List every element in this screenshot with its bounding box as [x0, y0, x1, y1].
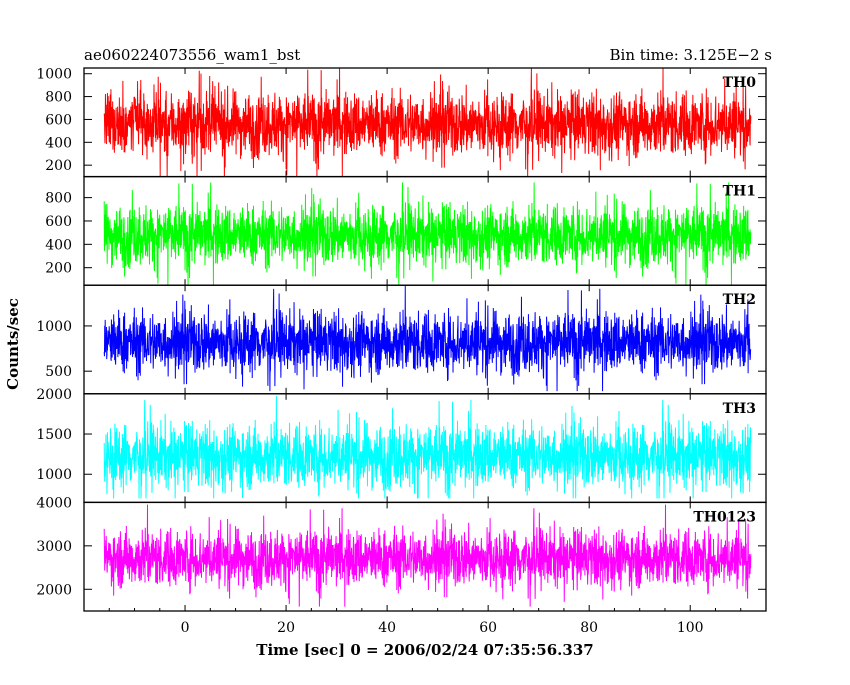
y-tick-label: 600: [45, 112, 72, 128]
series-line-th1: [103, 182, 752, 286]
panel-th2: 500 1000 TH2: [36, 284, 767, 395]
y-tick-label: 800: [45, 90, 72, 106]
panel-th0123: 2000 3000 4000 TH0123: [36, 495, 767, 612]
y-tick-label: 200: [45, 158, 72, 174]
x-tick-label: 20: [277, 620, 295, 636]
x-tick-label: 80: [580, 620, 598, 636]
panel-th0: 200 400 600 800 1000 TH0: [36, 67, 767, 178]
y-tick-label: 1000: [36, 319, 72, 335]
panel-label: TH0123: [693, 509, 756, 525]
y-axis-label: Counts/sec: [4, 298, 22, 390]
x-axis: 0 20 40 60 80 100: [108, 608, 742, 636]
panel-label: TH2: [723, 292, 756, 308]
bin-time-label: Bin time: 3.125E−2 s: [610, 46, 772, 64]
series-line-th0: [103, 68, 752, 177]
panel-th3: 1000 1500 2000 TH3: [36, 387, 767, 504]
panel-frame: [83, 501, 767, 612]
x-axis-label: Time [sec] 0 = 2006/02/24 07:35:56.337: [256, 641, 593, 659]
panel-label: TH1: [723, 184, 756, 200]
y-tick-label: 600: [45, 214, 72, 230]
series-line-th0123: [103, 504, 752, 607]
y-tick-label: 3000: [36, 539, 72, 555]
chart-title: ae060224073556_wam1_bst: [84, 46, 300, 64]
y-tick-label: 4000: [36, 495, 72, 511]
panel-label: TH3: [723, 401, 756, 417]
y-tick-label: 400: [45, 237, 72, 253]
panel-th1: 200 400 600 800 TH1: [45, 175, 767, 286]
y-tick-label: 200: [45, 261, 72, 277]
x-tick-label: 60: [479, 620, 497, 636]
x-tick-label: 40: [378, 620, 396, 636]
x-tick-label: 0: [181, 620, 190, 636]
y-tick-label: 1500: [36, 427, 72, 443]
y-tick-label: 2000: [36, 387, 72, 403]
y-tick-label: 1000: [36, 467, 72, 483]
y-tick-label: 1000: [36, 67, 72, 83]
panel-label: TH0: [723, 75, 757, 91]
panels-group: 200 400 600 800 1000 TH0 200 400 600 800 TH1 500 100…: [36, 67, 767, 612]
y-tick-label: 500: [45, 364, 72, 380]
series-line-th2: [103, 285, 752, 392]
y-tick-label: 800: [45, 191, 72, 207]
x-tick-label: 100: [677, 620, 704, 636]
y-tick-label: 400: [45, 135, 72, 151]
y-tick-label: 2000: [36, 582, 72, 598]
series-line-th3: [103, 395, 752, 499]
